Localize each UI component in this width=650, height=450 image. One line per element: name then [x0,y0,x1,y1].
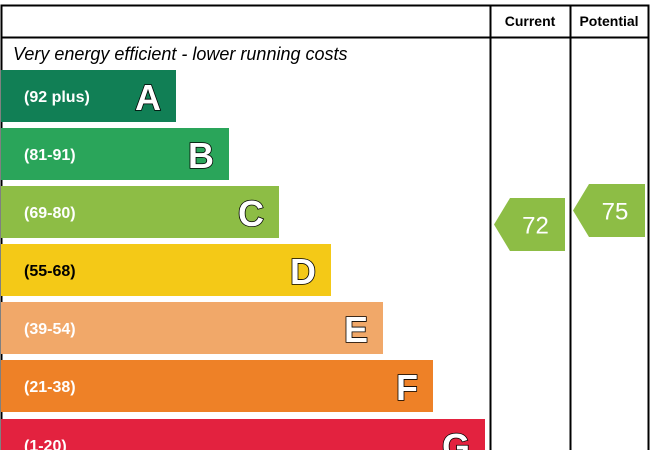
band-bar [1,419,485,450]
band-bar [1,128,229,180]
band-letter: C [238,193,264,234]
band-range-label: (81-91) [24,147,76,164]
band-letter: F [396,367,418,408]
band-bar [1,302,383,354]
band-range-label: (92 plus) [24,89,90,106]
band-range-label: (55-68) [24,263,76,280]
band-letter: E [344,309,368,350]
band-f: (21-38) F [1,360,433,412]
potential-rating-arrow-value: 75 [602,199,629,226]
current-header: Current [505,13,556,29]
band-bar [1,360,433,412]
band-bar [1,186,279,238]
current-rating-arrow-value: 72 [522,213,549,240]
band-d: (55-68) D [1,244,331,296]
potential-header: Potential [579,13,638,29]
band-e: (39-54) E [1,302,383,354]
current-rating-arrow-shape [494,198,565,251]
current-rating-arrow: 72 [494,198,565,251]
top-caption: Very energy efficient - lower running co… [13,44,348,64]
band-range-label: (69-80) [24,205,76,222]
potential-rating-arrow-shape [573,184,645,237]
band-range-label: (21-38) [24,379,76,396]
band-letter: G [442,426,470,450]
potential-rating-arrow: 75 [573,184,645,237]
band-range-label: (39-54) [24,321,76,338]
band-letter: B [188,135,214,176]
band-letter: A [135,77,161,118]
band-range-label: (1-20) [24,438,67,450]
band-a: (92 plus) A [1,70,176,122]
band-g: (1-20) G [1,419,485,450]
band-bar [1,244,331,296]
band-bar [1,70,176,122]
band-b: (81-91) B [1,128,229,180]
band-c: (69-80) C [1,186,279,238]
band-letter: D [290,251,316,292]
